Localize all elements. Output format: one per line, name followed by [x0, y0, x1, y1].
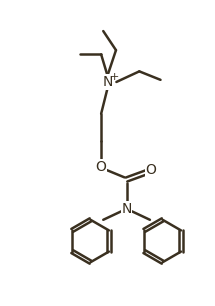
- Text: +: +: [110, 72, 119, 82]
- Text: O: O: [96, 160, 107, 174]
- Text: N: N: [121, 202, 132, 216]
- Text: O: O: [146, 163, 156, 177]
- Text: N: N: [102, 75, 113, 89]
